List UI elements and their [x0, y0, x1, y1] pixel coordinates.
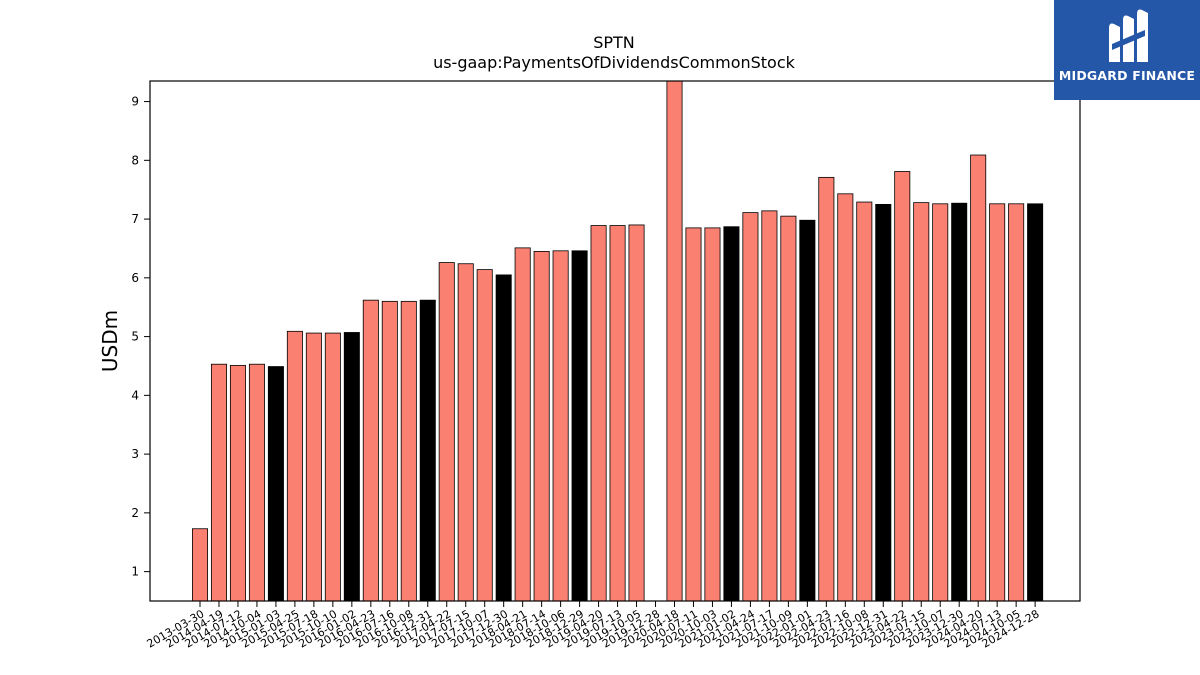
- y-tick-label-6: 6: [131, 271, 139, 285]
- bar-2015-01-03: [267, 366, 284, 602]
- bar-2022-01-01: [799, 219, 816, 602]
- bar-2024-12-28: [1027, 203, 1044, 602]
- brand-name: MIDGARD FINANCE: [1058, 68, 1196, 83]
- chart-title: SPTN: [593, 33, 635, 52]
- y-tick-label-2: 2: [131, 506, 139, 520]
- bar-2013-03-30: [191, 528, 208, 602]
- bar-2019-10-05: [628, 224, 645, 602]
- bar-2018-10-06: [552, 250, 569, 602]
- bar-2023-10-07: [932, 203, 949, 602]
- bar-2018-12-29: [571, 250, 588, 602]
- y-tick-label-7: 7: [131, 212, 139, 226]
- bar-2018-04-21: [514, 247, 531, 602]
- bar-2017-04-22: [438, 262, 455, 602]
- bar-2023-04-22: [894, 171, 911, 602]
- bar-2022-10-08: [856, 201, 873, 602]
- plot-frame: [149, 80, 1081, 602]
- bar-2016-01-02: [343, 332, 360, 602]
- bar-2017-12-30: [495, 274, 512, 602]
- bar-2022-04-23: [818, 176, 835, 602]
- bar-2015-04-25: [286, 330, 303, 602]
- bar-2020-04-18: [666, 80, 683, 602]
- bar-2016-10-08: [400, 300, 417, 602]
- bar-2021-07-17: [761, 210, 778, 602]
- bar-2015-10-10: [324, 332, 341, 602]
- midgard-mf-logo-icon: [1109, 9, 1148, 62]
- bar-2021-01-02: [723, 226, 740, 602]
- bar-2017-07-15: [457, 263, 474, 602]
- y-tick-label-1: 1: [131, 565, 139, 579]
- bar-2024-07-13: [989, 203, 1006, 602]
- y-tick-label-4: 4: [131, 388, 139, 402]
- y-tick-label-9: 9: [131, 95, 139, 109]
- bars-group: [191, 80, 1044, 602]
- bar-2016-07-16: [381, 300, 398, 602]
- bar-2021-10-09: [780, 215, 797, 602]
- bar-2022-12-31: [875, 203, 892, 602]
- bar-2014-10-04: [248, 363, 265, 602]
- bar-2020-07-11: [685, 227, 702, 602]
- bar-2018-07-14: [533, 250, 550, 602]
- bar-2024-04-20: [970, 154, 987, 602]
- bar-2014-04-19: [210, 363, 227, 602]
- x-axis: 2013-03-302014-04-192014-07-122014-10-04…: [145, 601, 1042, 651]
- brand-logo: MIDGARD FINANCE: [1054, 0, 1200, 100]
- bar-2021-04-24: [742, 212, 759, 602]
- bar-2024-10-05: [1008, 203, 1025, 602]
- y-tick-label-5: 5: [131, 330, 139, 344]
- bar-2022-07-16: [837, 193, 854, 602]
- chart-subtitle: us-gaap:PaymentsOfDividendsCommonStock: [433, 53, 796, 72]
- y-axis: 1 2 3 4 5 6 7 8 9: [131, 95, 150, 579]
- bar-2019-07-13: [609, 225, 626, 602]
- bar-2017-10-07: [476, 269, 493, 602]
- bar-2019-04-20: [590, 225, 607, 602]
- bar-2023-12-30: [951, 202, 968, 602]
- y-tick-label-8: 8: [131, 153, 139, 167]
- bar-2014-07-12: [229, 364, 246, 602]
- bar-2016-12-31: [419, 299, 436, 602]
- bar-2023-07-15: [913, 202, 930, 602]
- bar-2016-04-23: [362, 299, 379, 602]
- bar-2020-10-03: [704, 227, 721, 602]
- y-axis-label: USDm: [98, 310, 122, 372]
- y-tick-label-3: 3: [131, 447, 139, 461]
- bar-2015-07-18: [305, 332, 322, 602]
